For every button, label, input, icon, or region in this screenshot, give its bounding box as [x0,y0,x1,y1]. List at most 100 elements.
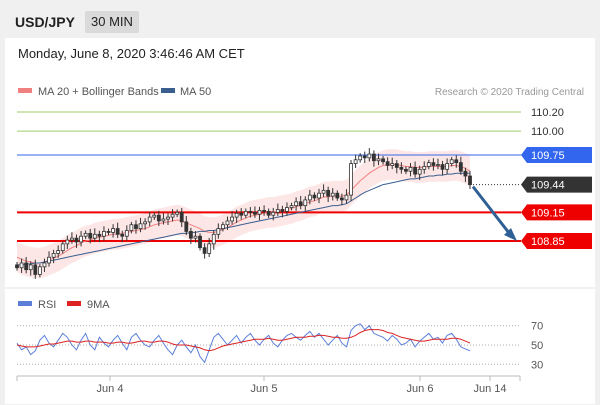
candle [74,234,79,248]
candle [257,206,262,221]
candle [463,167,468,182]
candle [221,221,225,232]
candle-body [56,250,61,254]
candle [33,259,38,279]
credit-text: Research © 2020 Trading Central [435,87,584,98]
timeframe-button[interactable]: 30 MIN [85,11,139,33]
candle-body [353,159,358,164]
candle [458,156,463,175]
candle [28,261,33,276]
candle-body [431,162,436,166]
level-tag-label: 109.44 [531,180,565,192]
candle-body [161,218,166,222]
timestamp: Monday, June 8, 2020 3:46:46 AM CET [18,46,245,61]
candle-body [211,233,216,245]
candle-body [102,231,106,237]
bollinger-band-area [17,149,470,279]
candle-body [19,262,24,269]
candle-body [454,159,459,164]
candle [335,190,340,201]
legend-label-9ma: 9MA [87,299,110,311]
candle [56,245,61,258]
rsi-y-tick-label: 30 [531,359,543,371]
candle-body [24,262,29,271]
candle-body [124,230,129,237]
level-tag-110-20: 110.20 [531,107,564,119]
candle-body [37,266,42,275]
candle [92,228,97,242]
candle [47,251,51,267]
candle-body [179,211,184,223]
candle [440,160,445,176]
candle-body [115,228,120,235]
candle-body [413,167,417,175]
candle-body [408,167,413,172]
rsi-grid [17,325,521,365]
candle [65,235,70,250]
candle [385,157,390,171]
candle [193,231,198,243]
level-label: 110.00 [531,126,564,138]
candle-body [381,158,385,163]
candle-body [79,235,83,243]
candle [426,159,431,170]
candle [179,207,184,228]
candle [202,243,207,259]
rsi-9ma-line [16,329,471,352]
candle [211,230,216,250]
candle-body [243,210,248,216]
candle-body [253,211,257,215]
candle-body [394,163,399,168]
x-axis: Jun 4 Jun 5 Jun 6 Jun 14 [16,375,521,395]
candle-body [234,212,239,218]
level-tag-background [521,204,592,221]
candle-body [275,209,280,213]
candle [124,225,129,241]
candle [42,258,47,272]
candle [188,227,193,245]
legend-label-rsi: RSI [38,299,56,311]
candle [115,222,120,238]
candle [225,216,230,230]
candle [275,203,280,216]
candles [15,148,472,279]
candle-body [280,209,285,212]
candle-body [390,163,395,166]
candle-body [317,192,321,199]
rsi-y-tick-label: 50 [531,340,543,352]
candle [344,189,349,204]
x-tick-label: Jun 6 [407,383,434,395]
level-tag-110-00: 110.00 [531,126,564,138]
candle [230,211,234,225]
candle-body [134,224,138,229]
forecast-arrow-shaft [471,185,511,234]
candle [79,231,83,247]
candle-body [225,220,230,226]
candle [394,159,399,174]
rsi-lines [16,323,471,364]
candle-body [15,264,19,269]
level-tag-background [521,147,592,163]
legend-label-ma50: MA 50 [180,86,211,98]
candle-body [449,159,454,164]
candle-body [92,233,97,239]
candle-body [74,237,79,243]
candle [362,151,367,164]
candle [143,218,148,230]
level-tag-109-44: 109.44 [521,176,592,193]
candle-body [221,224,225,229]
candle [147,211,152,227]
candle-body [303,199,308,207]
candle [280,205,285,218]
rsi-legend: RSI 9MA [18,299,110,311]
candle-body [147,216,152,223]
candle-body [193,235,198,239]
candle [376,153,381,166]
candle [339,193,344,206]
candle [413,161,417,178]
candle [216,223,221,239]
candle-body [129,224,134,231]
candle-body [207,243,212,254]
candle-body [285,207,289,212]
